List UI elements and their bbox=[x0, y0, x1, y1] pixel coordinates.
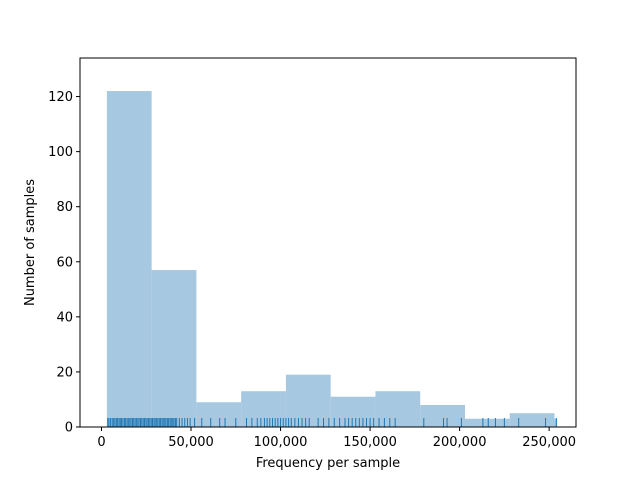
histogram-bar bbox=[151, 270, 197, 427]
y-tick-label: 40 bbox=[56, 310, 73, 325]
x-tick-label: 200,000 bbox=[433, 435, 487, 450]
x-tick-label: 250,000 bbox=[522, 435, 576, 450]
y-axis-ticks: 0 20 40 60 80 100 120 bbox=[48, 90, 80, 436]
y-tick-label: 20 bbox=[56, 365, 73, 380]
histogram-bar bbox=[375, 391, 421, 427]
histogram-bar bbox=[330, 396, 376, 427]
histogram-bar bbox=[196, 402, 242, 427]
x-tick-label: 0 bbox=[97, 435, 105, 450]
histogram-bar bbox=[106, 91, 152, 428]
y-tick-label: 120 bbox=[48, 90, 73, 105]
histogram-bar bbox=[241, 391, 286, 427]
x-axis-label: Frequency per sample bbox=[256, 456, 400, 471]
y-tick-label: 100 bbox=[48, 145, 73, 160]
y-tick-label: 80 bbox=[56, 200, 73, 215]
histogram-bars bbox=[106, 91, 558, 428]
histogram-bar bbox=[464, 418, 510, 427]
x-tick-label: 50,000 bbox=[168, 435, 214, 450]
histogram-bar bbox=[509, 413, 555, 427]
y-axis-label: Number of samples bbox=[23, 179, 38, 306]
x-tick-label: 150,000 bbox=[343, 435, 397, 450]
rug-marks bbox=[107, 418, 557, 427]
x-tick-label: 100,000 bbox=[254, 435, 308, 450]
histogram-bar bbox=[420, 404, 465, 427]
y-tick-label: 0 bbox=[65, 421, 73, 436]
x-axis-ticks: 0 50,000 100,000 150,000 200,000 250,000 bbox=[97, 427, 576, 450]
y-tick-label: 60 bbox=[56, 255, 73, 270]
plot-frame bbox=[79, 57, 577, 428]
